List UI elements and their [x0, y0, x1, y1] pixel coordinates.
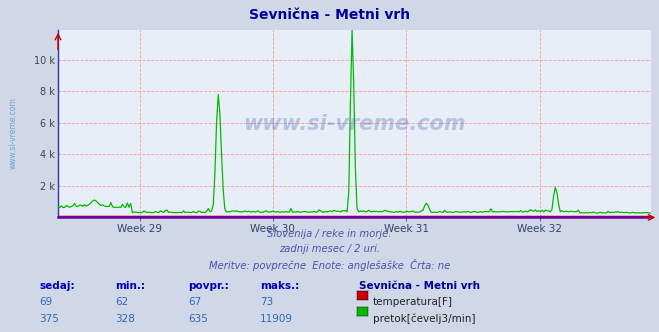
Text: sedaj:: sedaj: [40, 281, 75, 290]
Text: www.si-vreme.com: www.si-vreme.com [243, 114, 466, 134]
Text: 62: 62 [115, 297, 129, 307]
Text: Slovenija / reke in morje.: Slovenija / reke in morje. [268, 229, 391, 239]
Text: povpr.:: povpr.: [188, 281, 229, 290]
Text: Sevnična - Metni vrh: Sevnična - Metni vrh [249, 8, 410, 22]
Text: 67: 67 [188, 297, 201, 307]
Text: Sevnična - Metni vrh: Sevnična - Metni vrh [359, 281, 480, 290]
Text: 328: 328 [115, 314, 135, 324]
Text: Meritve: povprečne  Enote: anglešaške  Črta: ne: Meritve: povprečne Enote: anglešaške Črt… [209, 259, 450, 271]
Text: www.si-vreme.com: www.si-vreme.com [9, 97, 18, 169]
Text: 73: 73 [260, 297, 273, 307]
Text: pretok[čevelj3/min]: pretok[čevelj3/min] [373, 314, 476, 324]
Text: 11909: 11909 [260, 314, 293, 324]
Text: maks.:: maks.: [260, 281, 300, 290]
Text: zadnji mesec / 2 uri.: zadnji mesec / 2 uri. [279, 244, 380, 254]
Text: min.:: min.: [115, 281, 146, 290]
Text: 69: 69 [40, 297, 53, 307]
Text: 635: 635 [188, 314, 208, 324]
Text: temperatura[F]: temperatura[F] [373, 297, 453, 307]
Text: 375: 375 [40, 314, 59, 324]
